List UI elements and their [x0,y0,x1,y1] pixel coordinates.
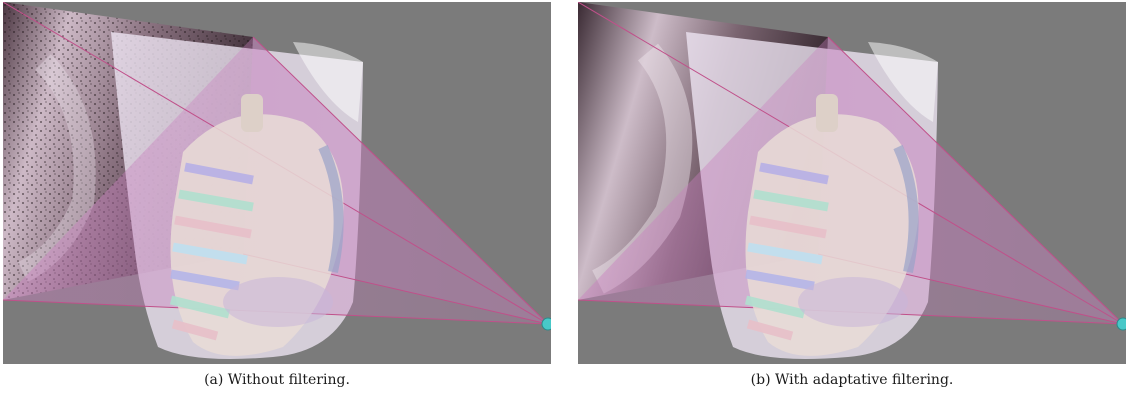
caption-panel-a: (a) Without filtering. [204,372,350,388]
scene-render-a [3,2,551,364]
rib-cage [744,94,919,356]
xray-source-sphere [1116,317,1126,331]
figure-panel-a [3,2,551,364]
figure-panel-b [578,2,1126,364]
rib-cage [169,94,344,356]
xray-source-sphere [541,317,551,331]
caption-panel-b: (b) With adaptative filtering. [750,372,954,388]
scene-render-b [578,2,1126,364]
